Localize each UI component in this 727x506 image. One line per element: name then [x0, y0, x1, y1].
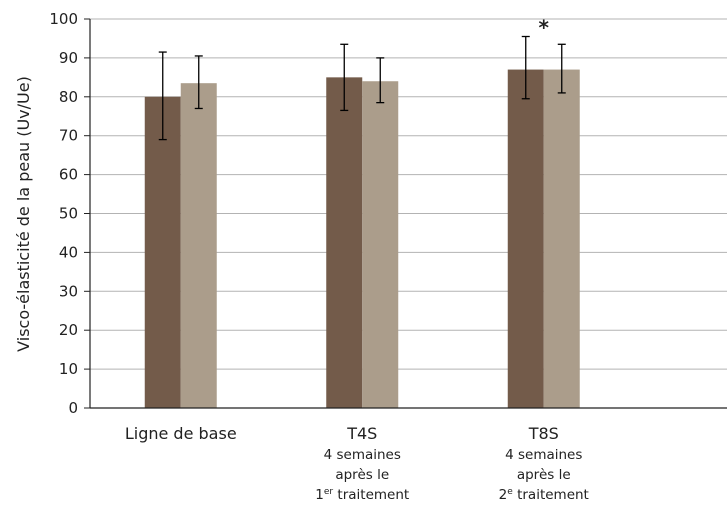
x-category-label: T8S — [528, 424, 559, 443]
subline-superscript: er — [324, 487, 334, 497]
y-tick-label: 70 — [59, 127, 78, 145]
subline-text: 2 — [499, 487, 508, 503]
x-category-subline: 4 semaines — [505, 447, 582, 463]
bar — [362, 81, 399, 409]
x-category-label: T4S — [346, 424, 377, 443]
x-category-subline: après le — [517, 467, 571, 483]
subline-text: traitement — [513, 487, 589, 503]
x-category-subline: 4 semaines — [324, 447, 401, 463]
subline-superscript: e — [507, 487, 513, 497]
error-bars — [158, 35, 566, 141]
bar — [180, 83, 217, 408]
x-category-subline: après le — [335, 467, 389, 483]
bar — [144, 96, 181, 409]
y-tick-label: 30 — [59, 282, 78, 300]
subline-text: 1 — [315, 487, 324, 503]
x-category-subline: 2e traitement — [499, 487, 589, 503]
axes — [84, 18, 727, 409]
y-axis-label: Visco-élasticité de la peau (Uv/Ue) — [14, 76, 33, 352]
bar — [326, 77, 363, 408]
y-tick-label: 80 — [59, 88, 78, 106]
x-category-subline: 1er traitement — [315, 487, 409, 503]
y-tick-label: 40 — [59, 243, 78, 261]
annotations: * — [539, 16, 550, 40]
subline-text: traitement — [333, 487, 409, 503]
bars — [144, 69, 580, 409]
bar — [543, 69, 580, 408]
x-category-labels: Ligne de base T4S 4 semaines après le 1er tr… — [125, 424, 589, 503]
y-tick-label: 50 — [59, 205, 78, 223]
y-tick-label: 20 — [59, 321, 78, 339]
y-tick-label: 0 — [68, 399, 78, 417]
y-tick-labels: 0 10 20 30 40 50 60 70 80 90 100 — [49, 10, 78, 417]
x-category-label: Ligne de base — [125, 424, 237, 443]
y-tick-label: 90 — [59, 49, 78, 67]
significance-marker: * — [539, 16, 550, 40]
y-tick-label: 60 — [59, 166, 78, 184]
y-tick-label: 100 — [49, 10, 78, 28]
bar — [507, 69, 544, 408]
y-tick-label: 10 — [59, 360, 78, 378]
